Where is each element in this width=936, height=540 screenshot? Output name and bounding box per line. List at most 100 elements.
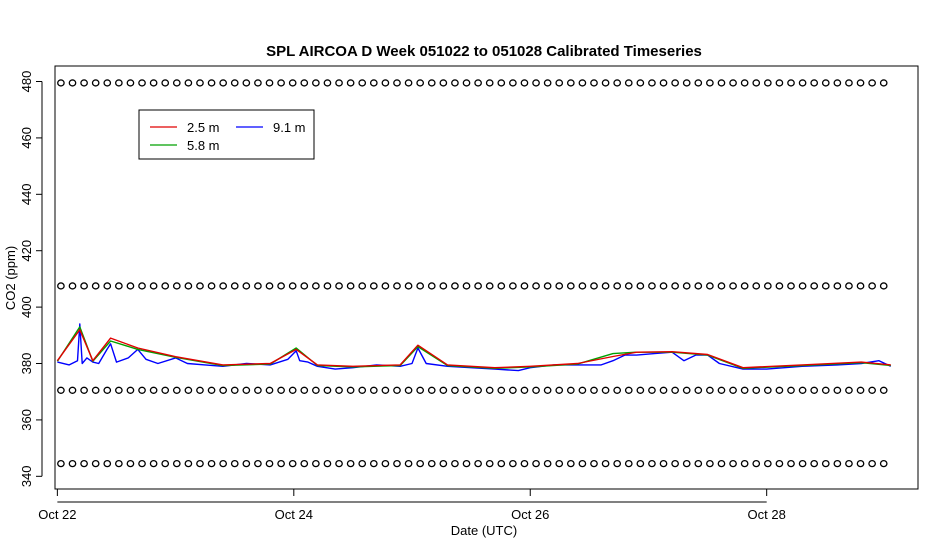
calibration-point	[416, 386, 425, 394]
calibration-point	[115, 386, 123, 394]
calibration-point	[149, 386, 158, 394]
calibration-point	[300, 282, 309, 290]
calibration-point	[358, 386, 367, 394]
calibration-point	[520, 79, 529, 87]
calibration-point	[149, 79, 158, 87]
calibration-point	[288, 386, 297, 394]
calibration-point	[624, 282, 633, 290]
calibration-point	[578, 386, 587, 394]
calibration-point	[474, 386, 482, 394]
calibration-point	[138, 459, 146, 468]
calibration-point	[68, 459, 77, 468]
calibration-point	[288, 79, 297, 87]
calibration-point	[80, 79, 88, 87]
calibration-point	[868, 459, 876, 468]
calibration-point	[91, 386, 100, 394]
calibration-point	[416, 282, 425, 290]
calibration-point	[833, 282, 842, 290]
calibration-point	[335, 459, 343, 468]
calibration-point	[427, 79, 436, 87]
calibration-point	[474, 282, 482, 290]
calibration-point	[740, 282, 749, 290]
calibration-point	[787, 282, 795, 290]
calibration-point	[543, 386, 552, 394]
calibration-point	[821, 459, 830, 468]
calibration-point	[254, 459, 262, 468]
calibration-point	[856, 282, 865, 290]
calibration-point	[254, 79, 262, 87]
calibration-point	[520, 459, 529, 468]
calibration-point	[346, 386, 355, 394]
calibration-point	[196, 282, 204, 290]
calibration-point	[845, 386, 853, 394]
calibration-point	[798, 282, 807, 290]
calibration-point	[207, 79, 216, 87]
calibration-point	[300, 386, 309, 394]
calibration-point	[601, 282, 610, 290]
x-axis-label: Date (UTC)	[451, 523, 517, 538]
calibration-markers	[57, 79, 888, 468]
calibration-point	[115, 79, 123, 87]
calibration-point	[462, 459, 471, 468]
calibration-point	[729, 79, 737, 87]
calibration-point	[57, 282, 65, 290]
legend-box	[138, 109, 315, 160]
calibration-point	[520, 282, 529, 290]
calibration-point	[323, 79, 332, 87]
legend-label: 9.1 m	[273, 120, 306, 135]
calibration-point	[775, 79, 784, 87]
calibration-point	[590, 79, 598, 87]
calibration-point	[543, 79, 552, 87]
calibration-point	[659, 79, 668, 87]
calibration-point	[509, 386, 517, 394]
calibration-point	[706, 386, 714, 394]
calibration-point	[265, 282, 274, 290]
calibration-point	[555, 386, 564, 394]
calibration-point	[219, 79, 228, 87]
calibration-point	[601, 79, 610, 87]
calibration-point	[509, 79, 517, 87]
calibration-point	[219, 386, 228, 394]
calibration-point	[636, 386, 645, 394]
calibration-point	[115, 459, 123, 468]
calibration-point	[149, 282, 158, 290]
calibration-point	[485, 79, 494, 87]
calibration-point	[752, 282, 761, 290]
calibration-point	[740, 459, 749, 468]
calibration-point	[335, 79, 343, 87]
calibration-point	[740, 386, 749, 394]
calibration-point	[312, 459, 320, 468]
calibration-point	[775, 459, 784, 468]
calibration-point	[230, 282, 239, 290]
calibration-point	[323, 386, 332, 394]
calibration-point	[230, 459, 239, 468]
calibration-point	[879, 282, 888, 290]
calibration-point	[312, 79, 320, 87]
calibration-point	[91, 459, 100, 468]
calibration-point	[393, 79, 401, 87]
calibration-point	[439, 459, 448, 468]
calibration-point	[532, 459, 540, 468]
calibration-point	[729, 459, 737, 468]
calibration-point	[729, 386, 737, 394]
calibration-point	[868, 282, 876, 290]
calibration-point	[393, 386, 401, 394]
calibration-point	[91, 79, 100, 87]
calibration-point	[439, 282, 448, 290]
calibration-point	[358, 459, 367, 468]
calibration-point	[451, 79, 459, 87]
calibration-point	[80, 459, 88, 468]
calibration-point	[323, 459, 332, 468]
calibration-point	[138, 386, 146, 394]
calibration-point	[242, 282, 251, 290]
calibration-point	[184, 459, 193, 468]
calibration-point	[57, 386, 65, 394]
calibration-point	[219, 459, 228, 468]
calibration-point	[555, 459, 564, 468]
calibration-point	[335, 282, 343, 290]
calibration-point	[184, 282, 193, 290]
calibration-point	[717, 459, 726, 468]
calibration-point	[821, 282, 830, 290]
calibration-point	[613, 386, 622, 394]
